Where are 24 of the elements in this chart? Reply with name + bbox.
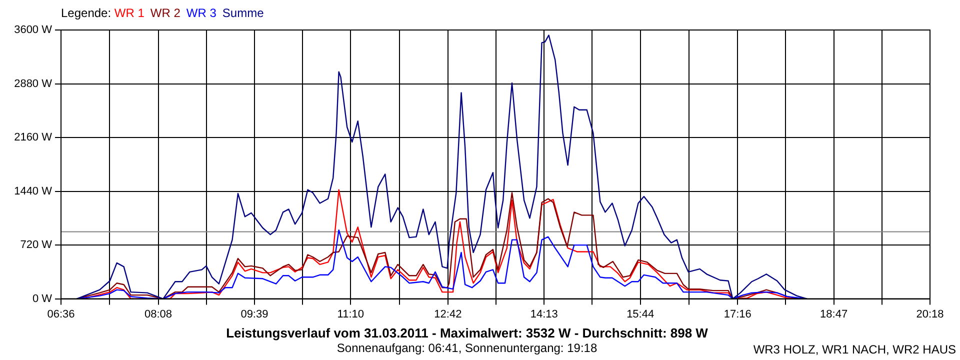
y-tick-label: 1440 W [14,185,53,198]
x-tick-label: 11:10 [337,308,364,320]
y-tick-label: 3600 W [14,24,53,36]
x-tick-label: 20:18 [916,308,944,320]
x-tick-label: 06:36 [47,308,75,320]
y-tick-label: 2160 W [14,132,53,144]
y-tick-label: 2880 W [14,78,53,90]
text: WR 2 [150,6,180,20]
x-tick-label: 18:47 [820,308,848,320]
x-tick-label: 14:13 [530,308,558,320]
text: Sonnenaufgang: 06:41, Sonnenuntergang: 19:18 [336,341,598,356]
x-tick-label: 15:44 [626,308,654,320]
y-tick-label: 0 W [32,292,53,305]
x-tick-label: 08:08 [144,308,172,320]
text: WR3 HOLZ, WR1 NACH, WR2 HAUS [753,342,956,356]
x-tick-label: 09:39 [240,308,268,320]
text: WR 1 [114,6,144,20]
x-tick-label: 12:42 [434,308,462,320]
y-tick-label: 720 W [20,239,53,252]
x-tick-label: 17:16 [724,308,752,320]
text: Summe [222,6,264,20]
legend-title: Legende: [61,6,112,20]
text: WR 3 [186,6,216,20]
text: Leistungsverlauf vom 31.03.2011 - Maximalwert: 3532 W - Durchschnitt: 898 W [226,325,709,340]
